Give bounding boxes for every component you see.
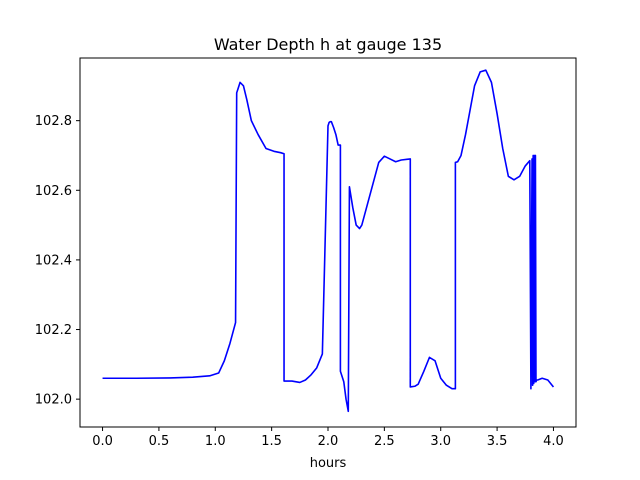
x-tick-label: 3.5: [487, 434, 508, 449]
x-tick-label: 0.5: [149, 434, 170, 449]
x-tick-label: 4.0: [543, 434, 564, 449]
y-tick-label: 102.8: [35, 114, 72, 129]
y-tick-label: 102.6: [35, 184, 72, 199]
plot-area: [102, 69, 555, 413]
x-axis-ticks: 0.0 0.5 1.0 1.5 2.0 2.5 3.0 3.5 4.0: [92, 427, 564, 449]
x-tick-label: 0.0: [92, 434, 113, 449]
x-tick-label: 3.0: [430, 434, 451, 449]
x-tick-label: 2.5: [374, 434, 395, 449]
y-tick-label: 102.2: [35, 323, 72, 338]
x-tick-label: 1.0: [205, 434, 226, 449]
axes-frame: [79, 57, 577, 428]
series-line-0: [102, 69, 555, 413]
x-axis-label: hours: [310, 456, 347, 471]
x-tick-label: 2.0: [318, 434, 339, 449]
x-tick-label: 1.5: [261, 434, 282, 449]
y-axis-ticks: 102.0 102.2 102.4 102.6 102.8: [35, 114, 80, 408]
y-tick-label: 102.4: [35, 253, 72, 268]
y-tick-label: 102.0: [35, 393, 72, 408]
chart-title: Water Depth h at gauge 135: [214, 35, 442, 54]
